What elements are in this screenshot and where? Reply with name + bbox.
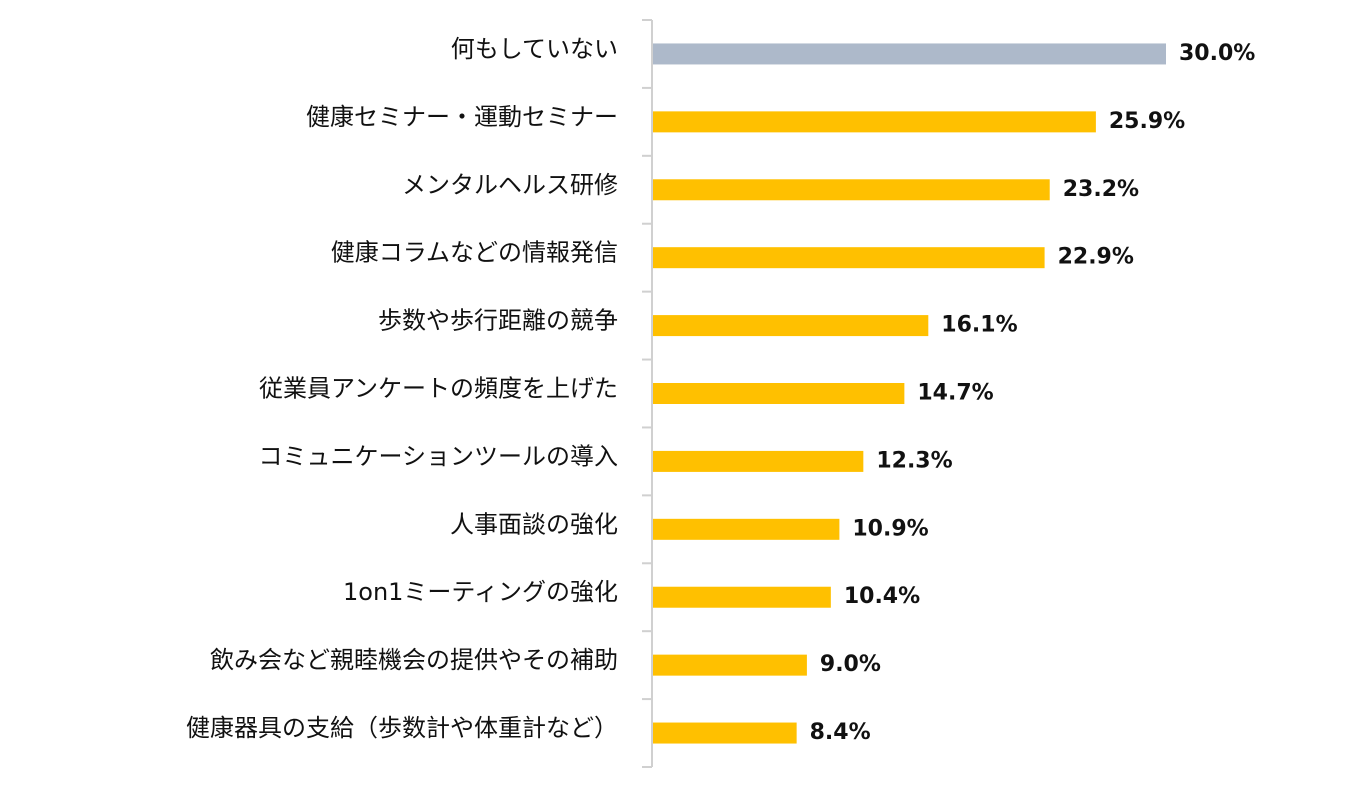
value-label: 16.1% bbox=[941, 313, 1017, 338]
bar bbox=[653, 383, 905, 404]
value-label: 10.9% bbox=[852, 516, 928, 541]
bar bbox=[653, 586, 831, 608]
bar bbox=[653, 43, 1166, 65]
category-labels: 何もしていない健康セミナー・運動セミナーメンタルヘルス研修健康コラムなどの情報発… bbox=[186, 35, 618, 742]
category-label: 人事面談の強化 bbox=[450, 510, 618, 538]
value-label: 8.4% bbox=[810, 720, 871, 745]
value-label: 9.0% bbox=[820, 652, 881, 677]
bar bbox=[653, 247, 1045, 269]
category-label: 1on1ミーティングの強化 bbox=[343, 578, 618, 606]
category-label: 健康器具の支給（歩数計や体重計など） bbox=[186, 714, 618, 742]
value-label: 12.3% bbox=[876, 448, 952, 473]
category-label: メンタルヘルス研修 bbox=[402, 171, 618, 199]
bar bbox=[653, 315, 929, 337]
category-label: 飲み会など親睦機会の提供やその補助 bbox=[210, 646, 618, 674]
bar bbox=[653, 111, 1096, 133]
bar bbox=[653, 722, 797, 744]
category-label: コミュニケーションツールの導入 bbox=[258, 442, 618, 470]
category-label: 健康コラムなどの情報発信 bbox=[331, 239, 618, 267]
value-label: 25.9% bbox=[1109, 109, 1185, 134]
value-label: 23.2% bbox=[1063, 177, 1139, 202]
category-axis bbox=[642, 19, 653, 768]
value-label: 14.7% bbox=[917, 381, 993, 406]
bar bbox=[653, 450, 864, 472]
category-label: 従業員アンケートの頻度を上げた bbox=[259, 375, 618, 403]
category-label: 歩数や歩行距離の競争 bbox=[378, 307, 618, 335]
value-label: 30.0% bbox=[1179, 41, 1255, 66]
bar bbox=[653, 654, 807, 676]
value-label: 22.9% bbox=[1058, 245, 1134, 270]
bar bbox=[653, 518, 840, 540]
category-label: 何もしていない bbox=[451, 35, 618, 63]
value-labels: 30.0% 25.9% 23.2% 22.9% 16.1% 14.7% 12.3% 10.9%… bbox=[810, 41, 1256, 745]
bar bbox=[653, 179, 1050, 201]
value-label: 10.4% bbox=[844, 584, 920, 609]
bars bbox=[653, 43, 1166, 744]
category-label: 健康セミナー・運動セミナー bbox=[306, 103, 618, 131]
